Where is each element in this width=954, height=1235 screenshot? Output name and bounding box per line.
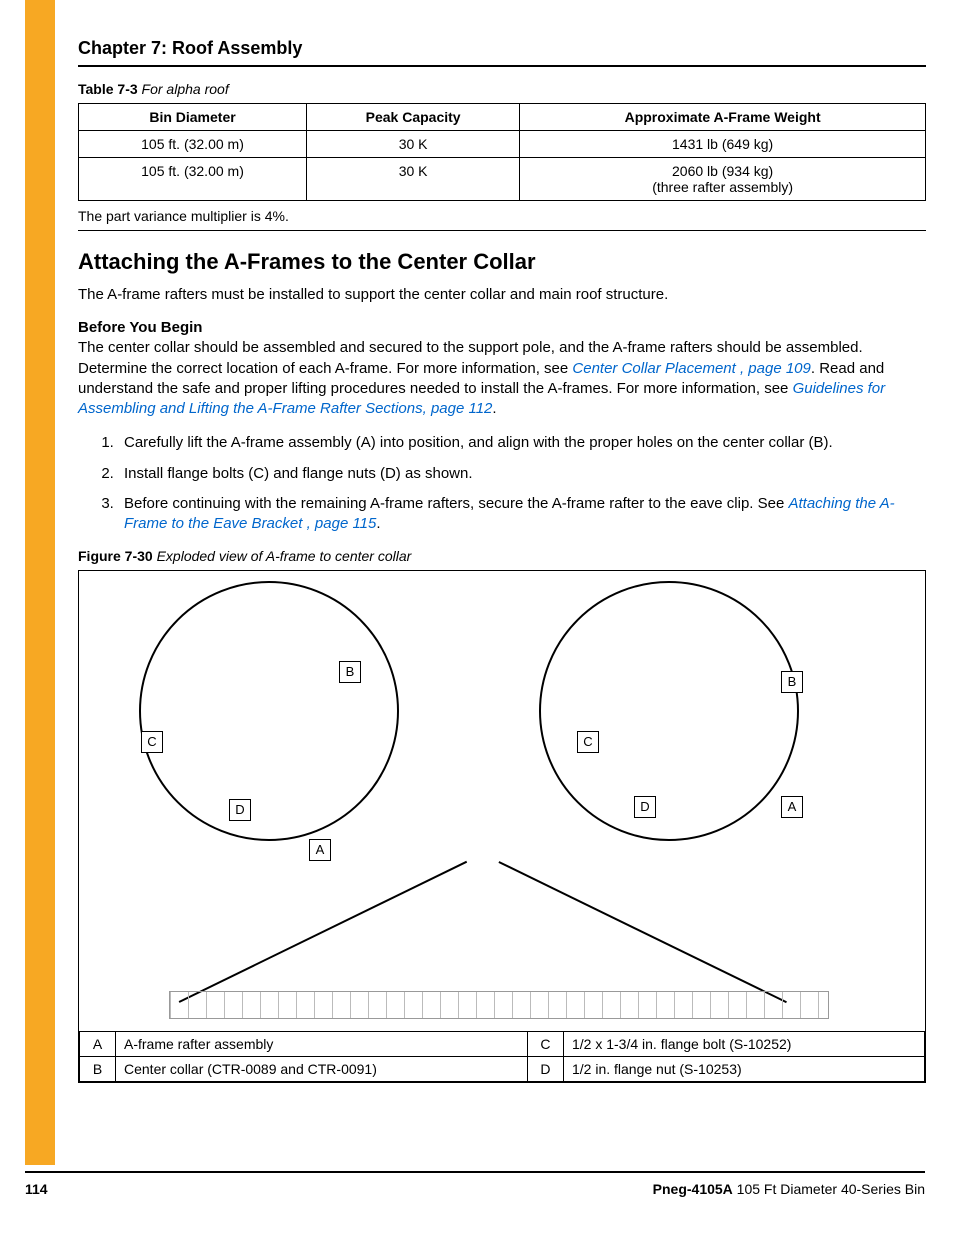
legend-row: A A-frame rafter assembly C 1/2 x 1-3/4 … — [80, 1032, 925, 1057]
callout-c-left: C — [141, 731, 163, 753]
table-row: 105 ft. (32.00 m) 30 K 1431 lb (649 kg) — [79, 131, 926, 158]
section-heading: Attaching the A-Frames to the Center Col… — [78, 249, 926, 275]
doc-title: 105 Ft Diameter 40-Series Bin — [733, 1181, 925, 1197]
table-caption-text: For alpha roof — [142, 81, 229, 97]
callout-d-left: D — [229, 799, 251, 821]
intro-text: The A-frame rafters must be installed to… — [78, 285, 926, 305]
truss-left — [179, 861, 467, 1003]
detail-circle-right — [539, 581, 799, 841]
step-3-tail: . — [376, 515, 380, 532]
figure-diagram: B C D A B C D A — [79, 571, 925, 1031]
td: 105 ft. (32.00 m) — [79, 131, 307, 158]
legend-val: 1/2 x 1-3/4 in. flange bolt (S-10252) — [563, 1032, 924, 1057]
legend-row: B Center collar (CTR-0089 and CTR-0091) … — [80, 1057, 925, 1082]
step-2: Install flange bolts (C) and flange nuts… — [118, 464, 926, 484]
legend-key: C — [527, 1032, 563, 1057]
th-bin: Bin Diameter — [79, 104, 307, 131]
th-weight: Approximate A-Frame Weight — [520, 104, 926, 131]
legend-key: A — [80, 1032, 116, 1057]
callout-b-left: B — [339, 661, 361, 683]
figure-box: B C D A B C D A A A-frame rafter assembl… — [78, 570, 926, 1083]
page-number: 114 — [25, 1181, 48, 1197]
accent-bar — [25, 0, 55, 1165]
table-header-row: Bin Diameter Peak Capacity Approximate A… — [79, 104, 926, 131]
legend-val: Center collar (CTR-0089 and CTR-0091) — [116, 1057, 528, 1082]
callout-a-left: A — [309, 839, 331, 861]
data-table: Bin Diameter Peak Capacity Approximate A… — [78, 103, 926, 201]
td: 1431 lb (649 kg) — [520, 131, 926, 158]
page-content: Chapter 7: Roof Assembly Table 7-3 For a… — [78, 38, 926, 1083]
figure-caption-text: Exploded view of A-frame to center colla… — [157, 548, 412, 564]
detail-circle-left — [139, 581, 399, 841]
before-heading: Before You Begin — [78, 319, 926, 336]
figure-caption: Figure 7-30 Exploded view of A-frame to … — [78, 548, 926, 564]
table-label: Table 7-3 — [78, 81, 138, 97]
callout-b-right: B — [781, 671, 803, 693]
doc-reference: Pneg-4105A 105 Ft Diameter 40-Series Bin — [653, 1181, 925, 1197]
legend-key: B — [80, 1057, 116, 1082]
legend-val: 1/2 in. flange nut (S-10253) — [563, 1057, 924, 1082]
truss-right — [499, 861, 787, 1003]
legend-val: A-frame rafter assembly — [116, 1032, 528, 1057]
td: 30 K — [307, 158, 520, 201]
step-1: Carefully lift the A-frame assembly (A) … — [118, 433, 926, 453]
chapter-title: Chapter 7: Roof Assembly — [78, 38, 926, 67]
link-center-collar[interactable]: Center Collar Placement , page 109 — [572, 360, 810, 377]
td: 2060 lb (934 kg) (three rafter assembly) — [520, 158, 926, 201]
truss-base — [169, 991, 829, 1019]
legend-key: D — [527, 1057, 563, 1082]
doc-id: Pneg-4105A — [653, 1181, 733, 1197]
table-caption: Table 7-3 For alpha roof — [78, 81, 926, 97]
steps-list: Carefully lift the A-frame assembly (A) … — [118, 433, 926, 534]
step-3-text: Before continuing with the remaining A-f… — [124, 495, 789, 512]
before-body: The center collar should be assembled an… — [78, 338, 926, 419]
td: 105 ft. (32.00 m) — [79, 158, 307, 201]
callout-d-right: D — [634, 796, 656, 818]
before-text-3: . — [492, 400, 496, 417]
legend-table: A A-frame rafter assembly C 1/2 x 1-3/4 … — [79, 1031, 925, 1082]
table-footnote: The part variance multiplier is 4%. — [78, 205, 926, 231]
td: 30 K — [307, 131, 520, 158]
callout-c-right: C — [577, 731, 599, 753]
step-3: Before continuing with the remaining A-f… — [118, 494, 926, 535]
page-footer: 114 Pneg-4105A 105 Ft Diameter 40-Series… — [25, 1171, 925, 1197]
callout-a-right: A — [781, 796, 803, 818]
th-peak: Peak Capacity — [307, 104, 520, 131]
figure-label: Figure 7-30 — [78, 548, 153, 564]
table-row: 105 ft. (32.00 m) 30 K 2060 lb (934 kg) … — [79, 158, 926, 201]
